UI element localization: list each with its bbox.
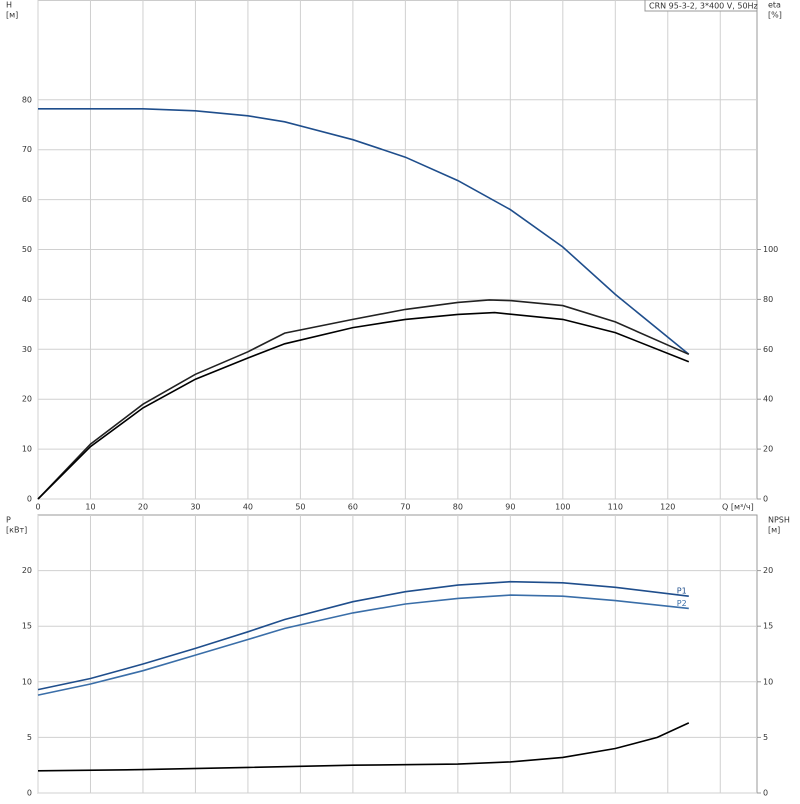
y-tick-label: 0 <box>27 789 32 798</box>
y-tick-label: 20 <box>22 566 32 575</box>
y-tick-label: 15 <box>22 622 32 631</box>
y2-tick-label: 80 <box>763 295 773 304</box>
x-tick-label: 120 <box>660 503 675 512</box>
y2-tick-label: 60 <box>763 345 773 354</box>
x-tick-label: 80 <box>453 503 463 512</box>
title-box <box>644 0 758 12</box>
x-tick-label: 60 <box>348 503 358 512</box>
y2-tick-label: 0 <box>763 789 768 798</box>
series-line <box>38 108 690 355</box>
y2-tick-label: 40 <box>763 395 773 404</box>
y2-tick-label: 15 <box>763 622 773 631</box>
x-tick-label: 40 <box>243 503 253 512</box>
plot-area <box>37 514 758 794</box>
series-line <box>37 299 690 500</box>
series-label: P1 <box>677 587 687 596</box>
series-label: P2 <box>677 599 687 608</box>
y2-tick-label: 20 <box>763 566 773 575</box>
y-tick-label: 60 <box>22 195 32 204</box>
x-axis-label: Q [м³/ч] <box>722 503 754 512</box>
y-axis-label: H <box>6 1 12 10</box>
x-tick-label: 0 <box>35 503 40 512</box>
x-tick-label: 20 <box>138 503 148 512</box>
x-tick-label: 10 <box>85 503 95 512</box>
x-tick-label: 100 <box>555 503 570 512</box>
x-tick-label: 30 <box>190 503 200 512</box>
y-tick-label: 30 <box>22 345 32 354</box>
series-line <box>37 722 690 772</box>
y-tick-label: 20 <box>22 395 32 404</box>
y2-axis-label: eta <box>768 1 781 10</box>
y-axis-label: [м] <box>6 11 18 20</box>
y2-tick-label: 5 <box>763 733 768 742</box>
x-tick-label: 90 <box>505 503 515 512</box>
y-tick-label: 10 <box>22 677 32 686</box>
y2-axis-label: [м] <box>768 526 780 535</box>
x-tick-label: 110 <box>608 503 623 512</box>
y-tick-label: 0 <box>27 495 32 504</box>
y-tick-label: 5 <box>27 733 32 742</box>
y2-tick-label: 10 <box>763 677 773 686</box>
y2-tick-label: 100 <box>763 245 778 254</box>
y-axis-label: [кВт] <box>6 526 27 535</box>
y2-axis-label: NPSH <box>768 516 790 525</box>
series-line <box>37 594 689 696</box>
y-tick-label: 40 <box>22 295 32 304</box>
x-tick-label: 50 <box>295 503 305 512</box>
y2-axis-label: [%] <box>768 11 782 20</box>
series-line <box>37 311 690 500</box>
y-tick-label: 80 <box>22 95 32 104</box>
x-tick-label: 70 <box>400 503 410 512</box>
y-tick-label: 50 <box>22 245 32 254</box>
series-line <box>37 580 689 691</box>
y-tick-label: 70 <box>22 145 32 154</box>
y2-tick-label: 20 <box>763 445 773 454</box>
y2-tick-label: 0 <box>763 495 768 504</box>
chart-title: CRN 95-3-2, 3*400 V, 50Hz <box>649 2 758 11</box>
y-tick-label: 10 <box>22 445 32 454</box>
y-axis-label: P <box>6 516 11 525</box>
